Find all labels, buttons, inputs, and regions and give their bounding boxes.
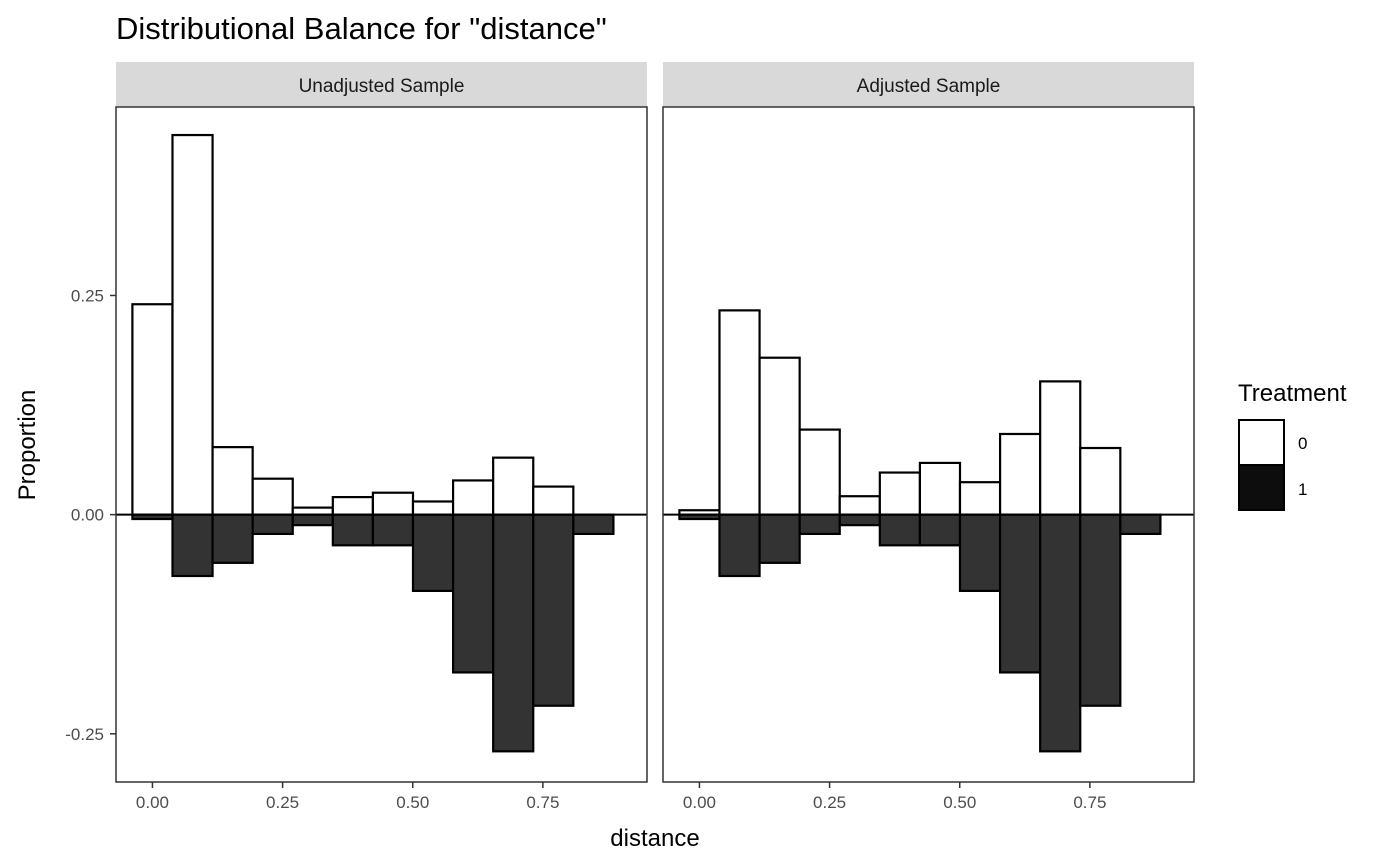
legend-key-treatment-1 [1238, 464, 1285, 511]
x-tick-label: 0.75 [1073, 793, 1106, 812]
bar-treatment-0 [451, 479, 495, 516]
bar-treatment-0 [958, 481, 1002, 516]
bar-treatment-1 [411, 513, 455, 592]
facet-panel-1: Unadjusted Sample 0.00 0.25 0.50 0.75 [115, 62, 648, 812]
facet-strip-label: Adjusted Sample [857, 76, 1001, 97]
bar-treatment-1 [998, 513, 1042, 674]
bar-treatment-1 [1119, 513, 1162, 536]
bar-treatment-0 [878, 471, 922, 516]
bar-treatment-0 [918, 461, 962, 516]
plot-title: Distributional Balance for "distance" [116, 11, 607, 46]
bar-treatment-0 [492, 456, 535, 516]
bar-treatment-0 [211, 446, 254, 516]
y-axis-title: Proportion [14, 390, 41, 501]
x-axis-title: distance [610, 825, 699, 852]
facet-strip [663, 62, 1194, 107]
x-tick-label: 0.25 [266, 793, 299, 812]
y-axis: -0.25 0.00 0.25 [65, 286, 116, 744]
bar-treatment-1 [291, 513, 334, 527]
bar-treatment-0 [758, 356, 801, 516]
bar-treatment-1 [492, 513, 535, 753]
bar-treatment-0 [1039, 380, 1082, 516]
bar-treatment-1 [1039, 513, 1082, 753]
bar-treatment-0 [371, 491, 415, 516]
facet-strip [116, 62, 647, 107]
bar-treatment-0 [718, 309, 761, 516]
panel-border [662, 106, 1195, 783]
y-tick-label: 0.25 [71, 286, 104, 305]
legend-key-treatment-0 [1238, 419, 1285, 466]
bar-treatment-0 [532, 485, 575, 516]
legend-title: Treatment [1238, 380, 1347, 407]
legend-label-treatment-1: 1 [1298, 480, 1307, 499]
bar-treatment-0 [331, 495, 375, 516]
bar-treatment-1 [451, 513, 495, 674]
bar-treatment-0 [251, 477, 294, 516]
legend-label-treatment-0: 0 [1298, 434, 1307, 453]
bar-treatment-1 [798, 513, 841, 536]
bar-treatment-1 [718, 513, 761, 578]
bar-treatment-1 [1079, 513, 1122, 707]
facet-panel-2: Adjusted Sample 0.00 0.25 0.50 0.75 [662, 62, 1195, 812]
bar-treatment-0 [411, 500, 455, 516]
bar-treatment-1 [838, 513, 881, 527]
bar-treatment-1 [918, 513, 962, 547]
bar-treatment-0 [838, 495, 881, 516]
x-tick-label: 0.50 [396, 793, 429, 812]
bar-treatment-1 [758, 513, 801, 564]
panel-border [115, 106, 648, 783]
y-tick-label: 0.00 [71, 506, 104, 525]
bar-treatment-1 [878, 513, 922, 547]
x-tick-label: 0.50 [943, 793, 976, 812]
facet-strip-label: Unadjusted Sample [299, 76, 465, 97]
bar-treatment-0 [998, 432, 1042, 516]
bar-treatment-1 [211, 513, 254, 564]
bar-treatment-1 [958, 513, 1002, 592]
bar-treatment-1 [171, 513, 214, 578]
x-tick-label: 0.25 [813, 793, 846, 812]
bar-treatment-1 [251, 513, 294, 536]
legend: Treatment 0 1 [1238, 380, 1347, 511]
x-tick-label: 0.00 [136, 793, 169, 812]
bar-treatment-1 [532, 513, 575, 707]
bar-treatment-0 [798, 428, 841, 516]
bar-treatment-0 [1079, 446, 1122, 516]
y-tick-label: -0.25 [65, 725, 104, 744]
x-tick-label: 0.75 [526, 793, 559, 812]
bar-treatment-0 [171, 133, 214, 516]
bar-treatment-1 [331, 513, 375, 547]
bar-treatment-1 [371, 513, 415, 547]
x-tick-label: 0.00 [683, 793, 716, 812]
bar-treatment-1 [572, 513, 615, 536]
bar-treatment-0 [131, 303, 174, 516]
